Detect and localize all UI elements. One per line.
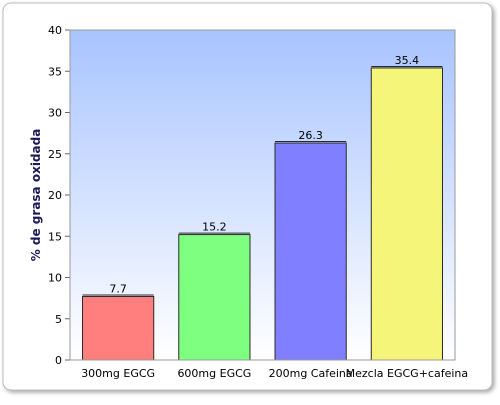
bar-value-label: 15.2	[202, 221, 227, 234]
bar-value-label: 26.3	[298, 129, 323, 142]
y-tick-label: 40	[48, 24, 62, 37]
y-tick-label: 25	[48, 148, 62, 161]
y-tick-label: 15	[48, 230, 62, 243]
bar-value-label: 35.4	[395, 54, 420, 67]
y-tick-label: 5	[55, 313, 62, 326]
bars: 7.7 300mg EGCG 15.2 600mg EGCG 26.3 200mg Caf…	[81, 54, 468, 380]
bar	[82, 295, 155, 361]
y-tick-label: 30	[48, 107, 62, 120]
x-tick-label: 600mg EGCG	[177, 367, 251, 380]
y-axis-label: % de grasa oxidada	[29, 129, 43, 262]
y-axis-ticks: 0 5 10 15 20 25 30 35 40	[48, 24, 70, 367]
y-tick-label: 0	[55, 354, 62, 367]
x-tick-label: 200mg Cafeina	[269, 367, 353, 380]
bar	[370, 67, 443, 361]
plot-frame	[69, 29, 456, 361]
y-tick-label: 20	[48, 189, 62, 202]
bar	[178, 234, 251, 361]
x-tick-label: 300mg EGCG	[81, 367, 155, 380]
x-tick-label: Mezcla EGCG+cafeina	[346, 367, 468, 380]
y-tick-label: 10	[48, 272, 62, 285]
bar	[274, 142, 347, 361]
bar-value-label: 7.7	[109, 282, 127, 295]
y-tick-label: 35	[48, 65, 62, 78]
